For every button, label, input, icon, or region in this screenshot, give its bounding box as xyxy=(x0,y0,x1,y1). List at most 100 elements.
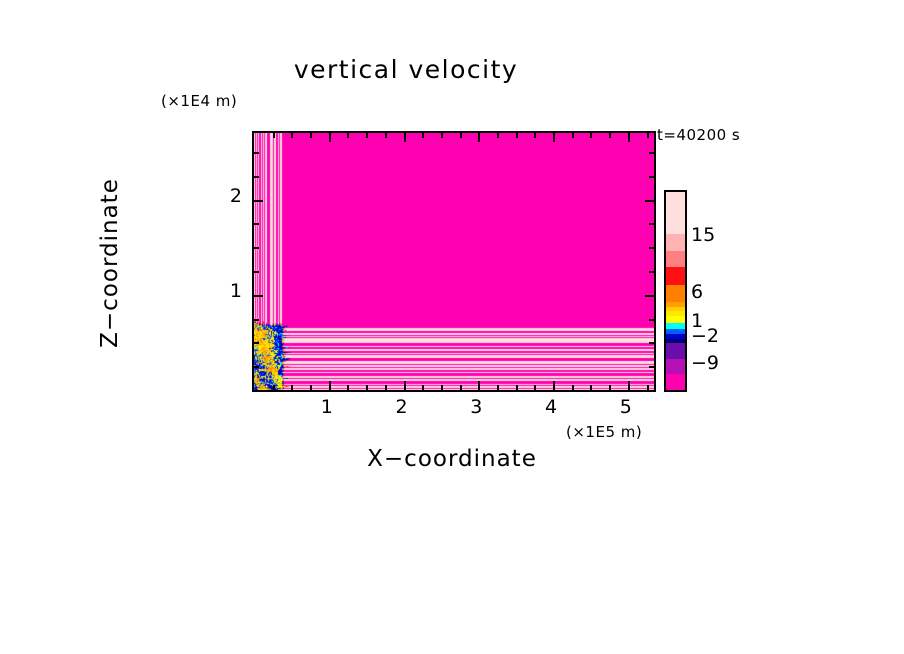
y-tick-label: 2 xyxy=(229,184,242,207)
x-tick-top xyxy=(272,133,275,138)
x-tick-label: 3 xyxy=(470,396,483,418)
x-tick xyxy=(459,385,462,390)
y-tick-right xyxy=(649,271,654,274)
colorbar-band xyxy=(666,323,685,329)
x-tick xyxy=(646,385,649,390)
x-tick-top xyxy=(553,133,556,142)
x-tick xyxy=(590,385,593,390)
colorbar-band xyxy=(666,192,685,235)
colorbar-tick-label: −9 xyxy=(691,352,720,375)
colorbar-band xyxy=(666,374,685,390)
y-tick xyxy=(254,294,263,297)
x-axis-unit-label: (×1E5 m) xyxy=(566,423,643,441)
colorbar-band xyxy=(666,343,685,359)
x-tick xyxy=(366,385,369,390)
y-tick-right xyxy=(649,342,654,345)
y-tick xyxy=(254,318,259,321)
plot-area xyxy=(252,131,656,392)
x-axis-title: X−coordinate xyxy=(367,446,537,472)
y-tick xyxy=(254,199,263,202)
x-tick xyxy=(627,381,630,390)
x-tick-top xyxy=(328,133,331,142)
x-tick-top xyxy=(478,133,481,142)
x-tick xyxy=(291,385,294,390)
colorbar-band xyxy=(666,234,685,251)
x-tick-top xyxy=(291,133,294,138)
x-tick-top xyxy=(347,133,350,138)
x-tick-top xyxy=(440,133,443,138)
x-tick-top xyxy=(590,133,593,138)
x-tick xyxy=(403,381,406,390)
y-tick-right xyxy=(645,199,654,202)
y-tick xyxy=(254,175,259,178)
x-tick xyxy=(478,381,481,390)
x-tick xyxy=(422,385,425,390)
colorbar-tick-label: 1 xyxy=(691,310,704,333)
vertical-velocity-contour-field xyxy=(254,133,654,390)
colorbar-band xyxy=(666,267,685,286)
colorbar-band xyxy=(666,338,685,344)
x-tick xyxy=(328,381,331,390)
y-tick xyxy=(254,342,259,345)
x-tick xyxy=(515,385,518,390)
y-tick xyxy=(254,223,259,226)
x-tick-label: 4 xyxy=(545,396,558,418)
chart-title-text: vertical velocity xyxy=(293,55,519,84)
y-tick-label: 1 xyxy=(229,279,242,302)
y-tick xyxy=(254,152,259,155)
x-tick-top xyxy=(571,133,574,138)
colorbar-band xyxy=(666,328,685,335)
x-tick-top xyxy=(534,133,537,138)
colorbar-band xyxy=(666,358,685,375)
y-axis-unit-label: (×1E4 m) xyxy=(161,92,238,110)
y-tick-right xyxy=(649,175,654,178)
x-tick xyxy=(496,385,499,390)
x-tick xyxy=(440,385,443,390)
colorbar-band xyxy=(666,250,685,268)
x-tick-label: 2 xyxy=(395,396,408,418)
colorbar-band xyxy=(666,315,685,324)
x-tick-label: 1 xyxy=(320,396,333,418)
colorbar-tick-label: 6 xyxy=(691,280,704,303)
y-tick-right xyxy=(649,366,654,369)
colorbar-band xyxy=(666,334,685,339)
x-tick xyxy=(553,381,556,390)
y-tick-right xyxy=(645,294,654,297)
x-tick-top xyxy=(609,133,612,138)
colorbar-band xyxy=(666,306,685,312)
x-tick-top xyxy=(496,133,499,138)
x-tick xyxy=(272,385,275,390)
y-tick-right xyxy=(649,223,654,226)
colorbar-band xyxy=(666,301,685,307)
y-tick xyxy=(254,271,259,274)
colorbar-band xyxy=(666,311,685,316)
x-tick-label: 5 xyxy=(619,396,632,418)
colorbar-tick-label: 15 xyxy=(691,223,716,246)
y-tick-right xyxy=(649,247,654,250)
x-tick-top xyxy=(366,133,369,138)
x-tick-top xyxy=(422,133,425,138)
x-tick xyxy=(609,385,612,390)
x-tick-top xyxy=(459,133,462,138)
x-tick xyxy=(571,385,574,390)
y-tick xyxy=(254,247,259,250)
x-tick-top xyxy=(646,133,649,138)
x-tick-top xyxy=(627,133,630,142)
y-tick-right xyxy=(649,152,654,155)
colorbar xyxy=(664,190,687,392)
y-tick xyxy=(254,366,259,369)
colorbar-tick-label: −2 xyxy=(691,324,720,347)
colorbar-band xyxy=(666,285,685,302)
y-axis-title: Z−coordinate xyxy=(97,178,123,348)
x-tick xyxy=(384,385,387,390)
time-annotation: t=40200 s xyxy=(657,126,741,144)
chart-title: vertical velocity xyxy=(0,55,904,84)
x-tick xyxy=(347,385,350,390)
x-tick xyxy=(534,385,537,390)
x-tick-top xyxy=(515,133,518,138)
x-tick xyxy=(310,385,313,390)
x-tick-top xyxy=(384,133,387,138)
x-tick-top xyxy=(403,133,406,142)
x-tick-top xyxy=(310,133,313,138)
